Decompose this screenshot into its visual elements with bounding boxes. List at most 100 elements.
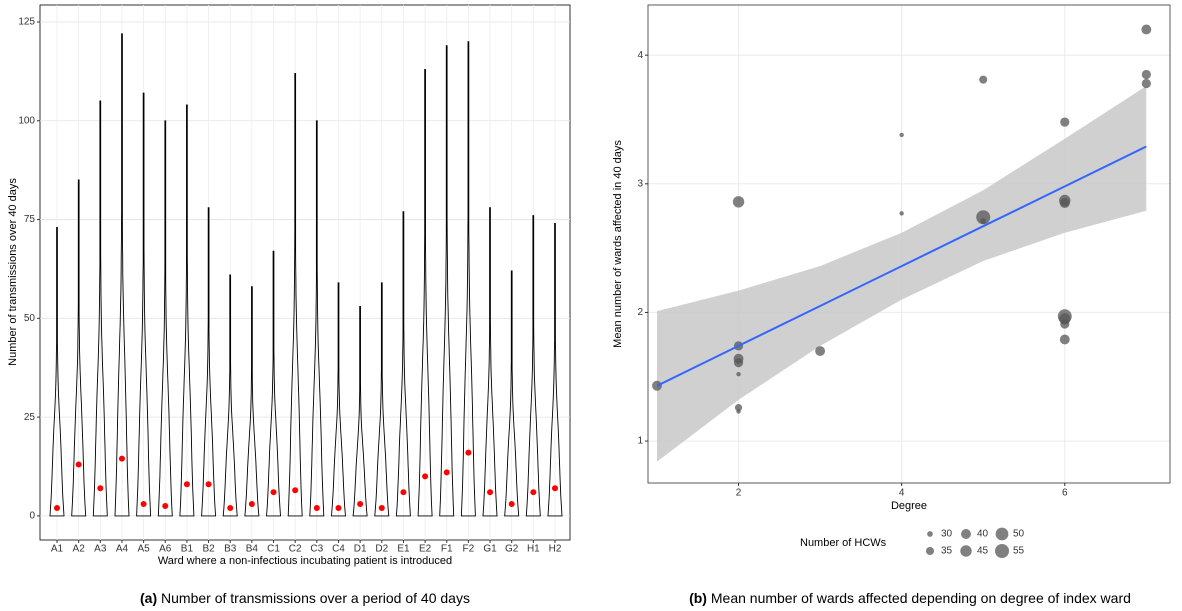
x-tick-label: E2	[419, 544, 432, 555]
violin	[222, 274, 238, 517]
x-tick-label: G1	[483, 544, 497, 555]
violin	[547, 223, 563, 517]
point	[552, 485, 558, 492]
violin	[352, 306, 368, 517]
point	[732, 196, 745, 208]
legend-label: 55	[1013, 546, 1025, 557]
point	[530, 489, 537, 496]
violin	[460, 41, 476, 517]
point	[443, 469, 450, 476]
x-tick-label: F1	[441, 544, 453, 555]
y-tick-label: 50	[24, 313, 36, 324]
x-tick-label: 6	[1062, 488, 1068, 499]
point	[183, 481, 190, 488]
caption: (b) Mean number of wards affected depend…	[689, 590, 1131, 606]
point	[465, 449, 472, 456]
legend-title: Number of HCWs	[800, 537, 887, 549]
x-tick-label: B3	[224, 544, 237, 555]
point	[899, 211, 904, 216]
violin	[157, 120, 173, 517]
violin	[114, 33, 130, 517]
point	[118, 455, 125, 462]
violin	[287, 72, 303, 517]
y-tick-label: 3	[637, 178, 643, 189]
y-tick-label: 1	[637, 436, 643, 447]
point	[1141, 78, 1151, 89]
x-tick-label: A5	[137, 544, 150, 555]
x-tick-label: G2	[505, 544, 519, 555]
point	[736, 371, 741, 377]
point	[335, 504, 342, 511]
violin	[201, 207, 217, 517]
legend-symbol	[925, 546, 935, 556]
x-tick-label: A6	[159, 544, 172, 555]
violin	[374, 282, 390, 517]
point	[734, 404, 743, 412]
x-tick-label: C1	[267, 544, 280, 555]
point	[227, 504, 234, 511]
violin	[309, 120, 325, 517]
caption: (a) Number of transmissions over a perio…	[140, 590, 470, 606]
x-axis-title: Degree	[891, 500, 927, 512]
x-tick-label: D2	[375, 544, 388, 555]
point	[736, 409, 741, 414]
x-tick-label: C2	[289, 544, 302, 555]
legend-label: 45	[977, 546, 989, 557]
fit-line	[656, 145, 1147, 387]
violin	[136, 92, 152, 517]
panel-border	[39, 4, 571, 541]
y-tick-label: 25	[24, 412, 36, 423]
x-tick-label: E1	[397, 544, 410, 555]
point	[205, 481, 212, 488]
legend-symbol	[927, 531, 933, 537]
x-tick-label: B2	[202, 544, 215, 555]
point	[54, 504, 60, 511]
legend-symbol	[995, 544, 1009, 558]
point	[508, 501, 515, 508]
legend-symbol	[961, 529, 971, 539]
point	[422, 473, 429, 480]
y-axis-title: Mean number of wards affected in 40 days	[612, 140, 624, 348]
x-tick-label: D1	[354, 544, 367, 555]
y-tick-label: 0	[29, 511, 35, 522]
point	[980, 218, 987, 224]
point	[899, 132, 904, 138]
violin	[417, 68, 433, 517]
point	[1059, 198, 1070, 209]
violin	[179, 104, 195, 517]
violin	[266, 250, 281, 517]
x-tick-label: H1	[527, 544, 540, 555]
x-tick-label: H2	[549, 544, 562, 555]
y-tick-label: 2	[637, 307, 643, 318]
point	[1141, 69, 1151, 80]
violin	[49, 227, 65, 517]
violin	[395, 211, 411, 517]
violin	[71, 179, 87, 517]
violin	[331, 282, 346, 517]
confidence-band	[657, 86, 1147, 462]
legend-symbol	[960, 545, 972, 557]
y-tick-label: 125	[18, 17, 35, 28]
x-tick-label: C3	[310, 544, 323, 555]
x-tick-label: A3	[94, 544, 107, 555]
point	[162, 503, 169, 510]
point	[357, 501, 364, 508]
point	[378, 504, 385, 511]
point	[1141, 24, 1152, 35]
point	[979, 75, 988, 84]
x-tick-label: B4	[246, 544, 259, 555]
violin	[244, 286, 260, 517]
violin	[482, 207, 498, 517]
y-tick-label: 4	[637, 50, 643, 61]
point	[976, 210, 991, 225]
point	[292, 487, 299, 494]
point	[652, 380, 662, 391]
point	[248, 501, 255, 508]
point	[1060, 117, 1070, 127]
x-tick-label: 4	[899, 488, 905, 499]
legend-label: 50	[1013, 529, 1025, 540]
legend-symbol	[995, 527, 1009, 541]
violin	[504, 270, 520, 517]
y-tick-label: 100	[18, 115, 35, 126]
